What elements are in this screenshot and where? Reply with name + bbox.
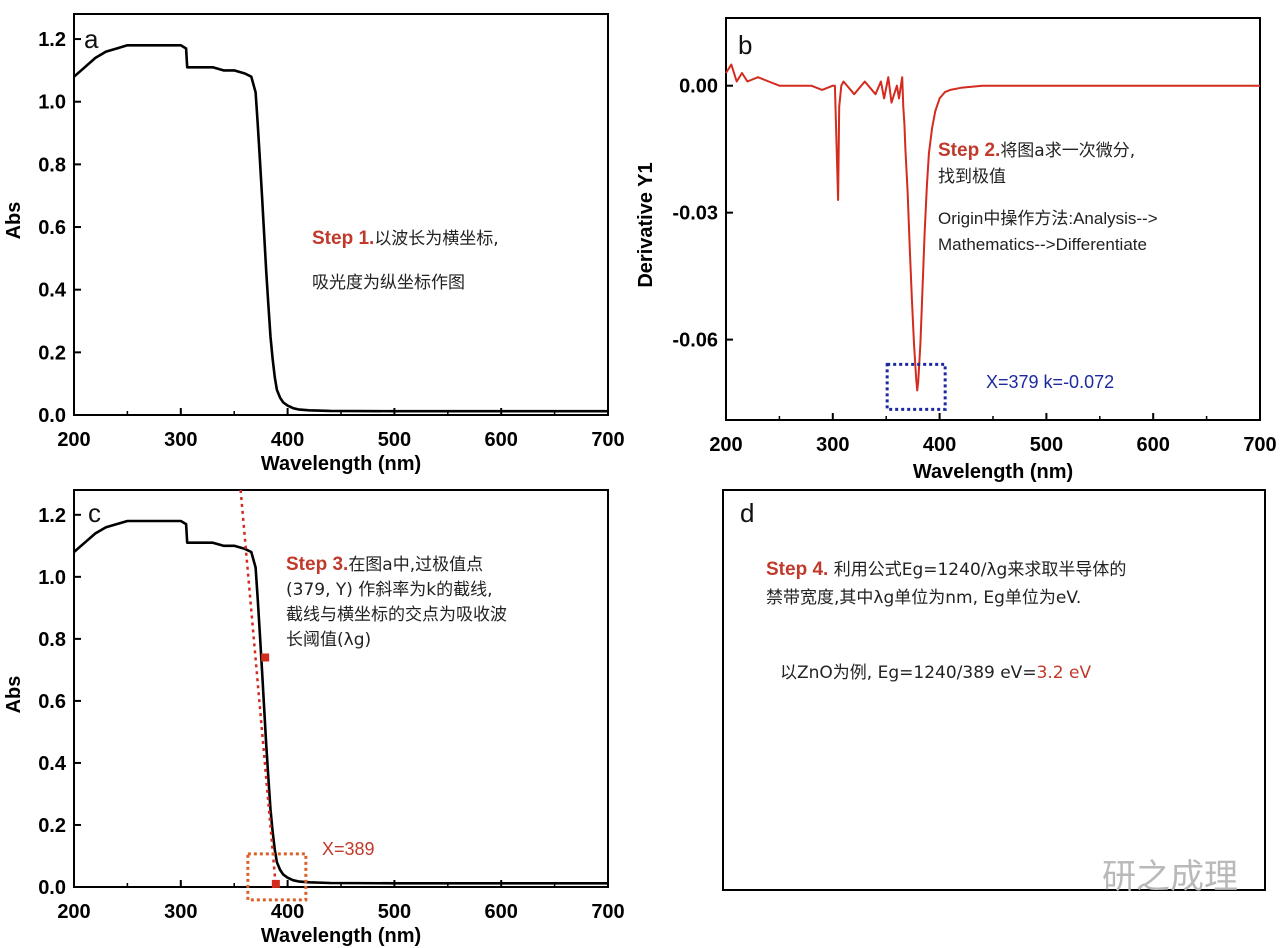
x-tick-label: 200	[57, 429, 90, 451]
y-tick-label: -0.03	[672, 203, 718, 225]
panel-b-origin-line1: Origin中操作方法:Analysis-->	[938, 209, 1158, 228]
x-tick-label: 600	[485, 429, 518, 451]
panel-c-step-title: Step 3.	[286, 554, 349, 575]
x-tick-label: 600	[1137, 434, 1170, 456]
panel-b-origin-note: Origin中操作方法:Analysis--> Mathematics-->Di…	[938, 206, 1158, 258]
x-tick-label: 300	[816, 434, 849, 456]
y-tick-label: 0.00	[679, 76, 718, 98]
y-tick-label: 0.4	[38, 753, 67, 775]
y-tick-label: 1.0	[38, 567, 66, 589]
x-tick-label: 300	[164, 429, 197, 451]
series-line	[725, 63, 1260, 392]
y-axis-label: Abs	[3, 676, 25, 714]
y-tick-label: 1.0	[38, 92, 66, 114]
x-axis-label: Wavelength (nm)	[913, 461, 1073, 483]
panel-a-step-text1: 以波长为横坐标,	[374, 229, 499, 249]
plot-frame-c	[73, 489, 609, 888]
panel-c-step-note: Step 3.在图a中,过极值点 (379, Y) 作斜率为k的截线, 截线与横…	[286, 552, 507, 653]
x-tick-label: 500	[1030, 434, 1063, 456]
x-tick-label: 200	[709, 434, 742, 456]
panel-a-letter: a	[84, 24, 99, 54]
chart-a: 200 300 400 500 600 700 0.0 0.2 0.4 0.6 0.8 1.0 1.2 W…	[3, 13, 625, 475]
x-tick-label: 300	[164, 901, 197, 923]
y-axis-label: Derivative Y1	[635, 162, 657, 287]
panel-b-step-text1: 将图a求一次微分,	[1000, 141, 1136, 161]
panel-d-letter: d	[740, 498, 755, 528]
panel-c-letter: c	[88, 498, 101, 528]
y-tick-label: 0.0	[38, 877, 66, 899]
y-axis-label: Abs	[3, 202, 25, 240]
chart-c: 200 300 400 500 600 700 0.0 0.2 0.4 0.6 0.8 1.0 1.2 W…	[3, 489, 625, 947]
y-tick-label: 0.6	[38, 691, 66, 713]
x-tick-label: 200	[57, 901, 90, 923]
x-tick-label: 700	[1243, 434, 1276, 456]
panel-d-step-note: Step 4. 利用公式Eg=1240/λg来求取半导体的 禁带宽度,其中λg单…	[766, 556, 1126, 612]
panel-b-step-text2: 找到极值	[938, 167, 1006, 187]
panel-d-line2: 禁带宽度,其中λg单位为nm, Eg单位为eV.	[766, 588, 1082, 608]
panel-b-extreme-label: X=379 k=-0.072	[986, 372, 1115, 392]
panel-a-step-text2: 吸光度为纵坐标作图	[312, 273, 465, 293]
panel-c-step-text4: 长阈值(λg)	[286, 630, 372, 650]
marked-point	[271, 879, 280, 888]
panel-b-origin-line2: Mathematics-->Differentiate	[938, 235, 1147, 254]
x-tick-label: 600	[485, 901, 518, 923]
watermark: 研之成理	[1102, 857, 1238, 897]
series-line	[73, 44, 608, 413]
y-tick-label: 0.0	[38, 405, 66, 427]
plot-frame-a	[73, 13, 609, 416]
panel-d-frame	[722, 489, 1266, 891]
extreme-highlight-box	[885, 362, 947, 411]
y-tick-label: 1.2	[38, 505, 66, 527]
y-tick-label: 0.2	[38, 342, 66, 364]
panel-d-line1: 利用公式Eg=1240/λg来求取半导体的	[833, 560, 1127, 580]
panel-d-step-title: Step 4.	[766, 559, 829, 580]
panel-a-step-title: Step 1.	[312, 228, 375, 249]
x-tick-label: 400	[923, 434, 956, 456]
panel-b-step-note: Step 2.将图a求一次微分, 找到极值	[938, 138, 1135, 190]
panel-b-step-title: Step 2.	[938, 140, 1001, 161]
panel-c-step-text3: 截线与横坐标的交点为吸收波	[286, 605, 507, 625]
y-tick-label: 0.2	[38, 815, 66, 837]
panel-d-example-prefix: 以ZnO为例, Eg=1240/389 eV=	[780, 663, 1037, 683]
x-tick-label: 500	[378, 901, 411, 923]
x-tick-label: 700	[591, 901, 624, 923]
marked-point	[261, 653, 270, 662]
panel-c-step-text2: (379, Y) 作斜率为k的截线,	[286, 580, 493, 600]
y-tick-label: 0.6	[38, 217, 66, 239]
x-tick-label: 400	[271, 901, 304, 923]
x-axis-label: Wavelength (nm)	[261, 453, 421, 475]
intercept-highlight-box	[246, 852, 308, 902]
panel-c-step-text1: 在图a中,过极值点	[348, 555, 484, 575]
y-tick-label: 0.4	[38, 280, 67, 302]
panel-c-intercept-label: X=389	[322, 839, 375, 859]
y-tick-label: 0.8	[38, 629, 66, 651]
panel-d-example: 以ZnO为例, Eg=1240/389 eV=3.2 eV	[780, 660, 1091, 686]
y-tick-label: 1.2	[38, 29, 66, 51]
panel-b-letter: b	[738, 30, 753, 60]
x-tick-label: 400	[271, 429, 304, 451]
chart-b: 200 300 400 500 600 700 0.00 -0.03 -0.06 Waveleng…	[635, 17, 1277, 483]
y-tick-label: -0.06	[672, 330, 718, 352]
x-tick-label: 700	[591, 429, 624, 451]
series-line	[73, 519, 608, 885]
x-tick-label: 500	[378, 429, 411, 451]
panel-d-example-result: 3.2 eV	[1036, 663, 1092, 683]
panel-a-step-note: Step 1.以波长为横坐标, 吸光度为纵坐标作图	[312, 226, 499, 296]
x-axis-label: Wavelength (nm)	[261, 925, 421, 947]
y-tick-label: 0.8	[38, 154, 66, 176]
